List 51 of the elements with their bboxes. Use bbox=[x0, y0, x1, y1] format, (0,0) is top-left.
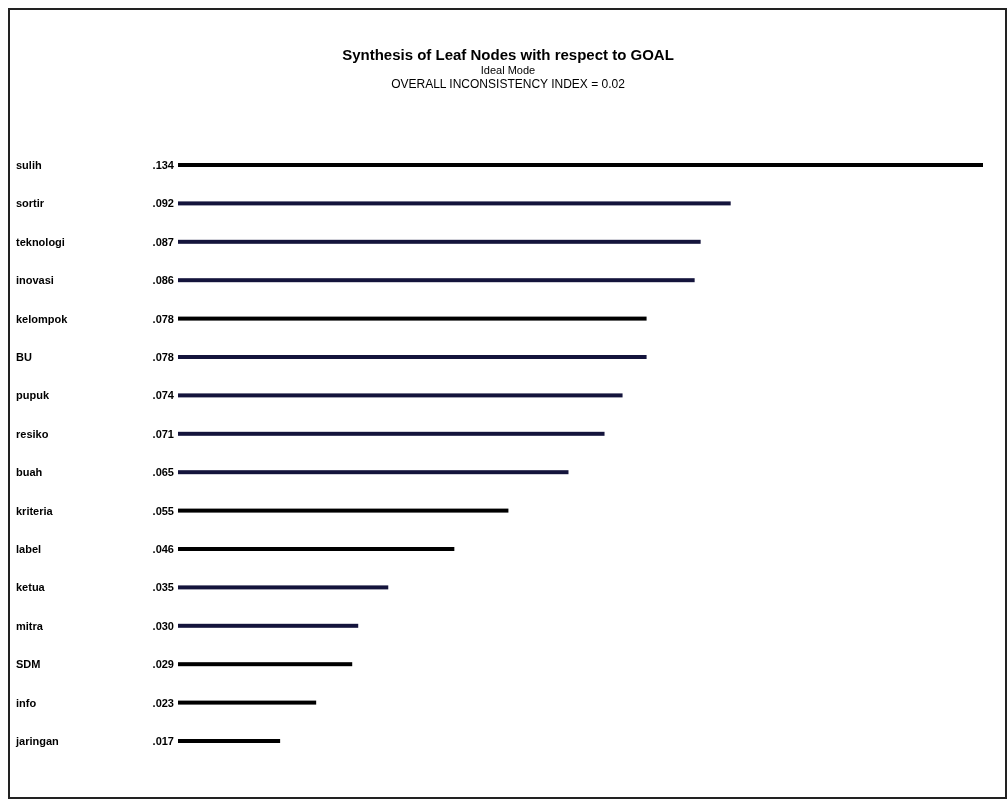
data-label: .087 bbox=[152, 235, 174, 248]
bar bbox=[178, 470, 569, 475]
y-tick-label: sortir bbox=[16, 197, 45, 210]
data-label: .065 bbox=[152, 466, 174, 479]
text: OVERALL INCONSISTENCY INDEX = 0.02 bbox=[391, 77, 626, 91]
bar bbox=[178, 508, 509, 513]
y-tick-label: ketua bbox=[16, 581, 46, 594]
bar bbox=[178, 662, 353, 667]
y-tick-label: jaringan bbox=[15, 735, 60, 747]
bar bbox=[178, 201, 731, 206]
y-tick-label: pupuk bbox=[16, 389, 50, 402]
bar bbox=[178, 739, 281, 743]
y-tick-label: inovasi bbox=[16, 274, 54, 287]
data-label: .055 bbox=[152, 504, 174, 517]
y-tick-label: kriteria bbox=[16, 504, 54, 517]
bar bbox=[178, 431, 605, 436]
bar bbox=[178, 393, 623, 398]
bar bbox=[178, 585, 389, 590]
data-label: .092 bbox=[152, 197, 174, 210]
bar bbox=[178, 239, 701, 244]
data-label: .086 bbox=[152, 274, 174, 287]
y-tick-label: info bbox=[16, 696, 37, 709]
bar bbox=[178, 316, 647, 321]
bar bbox=[178, 623, 359, 628]
chart-title: Synthesis of Leaf Nodes with respect to GOAL bbox=[342, 46, 674, 63]
bar bbox=[178, 355, 647, 359]
y-tick-label: teknologi bbox=[16, 235, 65, 248]
data-label: .134 bbox=[152, 159, 175, 171]
bar bbox=[178, 278, 695, 283]
data-label: .071 bbox=[152, 427, 174, 440]
bar bbox=[178, 700, 317, 705]
y-tick-label: SDM bbox=[16, 658, 41, 671]
data-label: .035 bbox=[152, 581, 174, 594]
y-tick-label: sulih bbox=[16, 159, 42, 171]
bar bbox=[178, 547, 455, 551]
data-label: .046 bbox=[152, 543, 174, 555]
data-label: .030 bbox=[152, 619, 174, 632]
y-tick-label: kelompok bbox=[16, 312, 69, 325]
y-tick-label: mitra bbox=[16, 619, 44, 632]
y-tick-label: BU bbox=[16, 351, 32, 363]
y-tick-label: buah bbox=[16, 466, 43, 479]
data-label: .029 bbox=[152, 658, 174, 671]
data-label: .017 bbox=[152, 735, 174, 747]
data-label: .078 bbox=[152, 312, 174, 325]
data-label: .078 bbox=[152, 351, 174, 363]
bar bbox=[178, 163, 983, 167]
y-tick-label: label bbox=[16, 543, 42, 555]
y-tick-label: resiko bbox=[16, 427, 49, 440]
data-label: .074 bbox=[152, 389, 175, 402]
data-label: .023 bbox=[152, 696, 174, 709]
chart-subtitle: Ideal Mode bbox=[480, 64, 536, 76]
